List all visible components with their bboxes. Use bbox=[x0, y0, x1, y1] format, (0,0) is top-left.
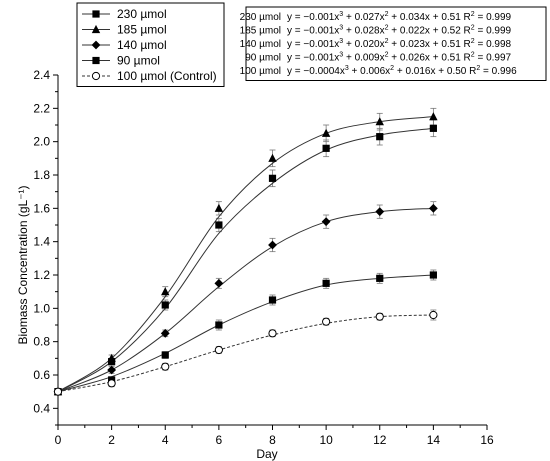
y-tick-label: 0.8 bbox=[33, 335, 50, 349]
equation-series-label: 185 µmol bbox=[240, 26, 281, 37]
x-tick-label: 10 bbox=[319, 433, 333, 447]
equations-box: 230 µmol y = −0.001x3 + 0.027x2 + 0.034x … bbox=[240, 6, 547, 81]
equation-text: y = −0.001x3 + 0.020x2 + 0.023x + 0.51 R… bbox=[287, 38, 512, 50]
y-tick-label: 1.4 bbox=[33, 235, 50, 249]
y-tick-label: 1.2 bbox=[33, 268, 50, 282]
legend-marker bbox=[91, 24, 101, 34]
data-point bbox=[376, 133, 384, 141]
data-point bbox=[214, 203, 224, 212]
y-tick-label: 1.6 bbox=[33, 201, 50, 215]
x-tick-label: 6 bbox=[216, 433, 223, 447]
x-tick-label: 0 bbox=[55, 433, 62, 447]
y-tick-label: 2.0 bbox=[33, 135, 50, 149]
data-point bbox=[215, 221, 223, 229]
series-line-4 bbox=[57, 274, 434, 393]
x-tick-label: 8 bbox=[269, 433, 276, 447]
series-line-1 bbox=[57, 127, 434, 393]
data-point bbox=[375, 207, 385, 217]
legend-label: 230 µmol bbox=[117, 7, 167, 21]
legend-marker bbox=[92, 10, 100, 18]
error-bars bbox=[55, 107, 437, 394]
data-point bbox=[214, 345, 223, 355]
data-point bbox=[322, 279, 330, 287]
x-tick-label: 4 bbox=[162, 433, 169, 447]
equation-text: y = −0.001x3 + 0.009x2 + 0.026x + 0.51 R… bbox=[287, 52, 512, 64]
legend-marker bbox=[92, 56, 100, 65]
data-points bbox=[53, 112, 438, 397]
equation-series-label: 100 µmol bbox=[240, 66, 281, 77]
x-axis-label: Day bbox=[256, 447, 277, 461]
data-point bbox=[429, 310, 438, 320]
x-tick-label: 12 bbox=[373, 433, 387, 447]
y-tick-label: 2.2 bbox=[33, 101, 50, 115]
data-point bbox=[268, 329, 277, 338]
equation-series-label: 90 µmol bbox=[245, 53, 281, 64]
legend-label: 140 µmol bbox=[117, 38, 167, 52]
equation-series-label: 140 µmol bbox=[240, 39, 281, 50]
series-line-5 bbox=[57, 314, 434, 393]
data-point bbox=[268, 240, 277, 250]
equation-series-label: 230 µmol bbox=[240, 12, 281, 23]
x-tick-label: 14 bbox=[427, 433, 441, 447]
data-point bbox=[107, 379, 116, 388]
y-tick-label: 0.6 bbox=[33, 368, 50, 382]
y-tick-label: 1.0 bbox=[33, 301, 50, 315]
data-point bbox=[321, 217, 331, 227]
data-point bbox=[268, 153, 277, 162]
legend-label: 90 µmol bbox=[117, 54, 160, 68]
data-point bbox=[322, 317, 331, 326]
ticks: 0 2 4 6 8 10 12 14 16 0.4 0.6 0.8 1.0 1.2 1.4 1.6 1.8 2.0… bbox=[33, 68, 494, 447]
data-point bbox=[376, 274, 384, 282]
equation-box bbox=[245, 6, 547, 81]
data-point bbox=[161, 301, 169, 309]
data-point bbox=[375, 312, 384, 321]
legend-marker bbox=[91, 71, 101, 81]
data-point bbox=[160, 328, 170, 338]
data-point bbox=[161, 287, 170, 296]
y-tick-label: 2.4 bbox=[33, 68, 50, 82]
legend-label: 100 µmol (Control) bbox=[117, 69, 217, 83]
data-point bbox=[375, 117, 384, 126]
legend-marker bbox=[91, 40, 101, 50]
data-point bbox=[215, 321, 223, 329]
data-point bbox=[53, 387, 63, 396]
legend-label: 185 µmol bbox=[117, 23, 167, 37]
data-point bbox=[429, 112, 438, 121]
data-point bbox=[268, 296, 277, 304]
x-tick-label: 16 bbox=[480, 433, 494, 447]
equation-text: y = −0.0004x3 + 0.006x2 + 0.016x + 0.50 … bbox=[287, 65, 517, 77]
series-line-3 bbox=[57, 207, 434, 393]
data-point bbox=[322, 144, 330, 152]
data-point bbox=[161, 351, 169, 359]
equation-text: y = −0.001x3 + 0.027x2 + 0.034x + 0.51 R… bbox=[287, 11, 512, 23]
data-point bbox=[161, 362, 170, 371]
y-tick-label: 1.8 bbox=[33, 168, 50, 182]
data-point bbox=[214, 278, 224, 288]
equation-text: y = −0.001x3 + 0.028x2 + 0.022x + 0.52 R… bbox=[287, 25, 512, 37]
data-point bbox=[321, 128, 331, 137]
data-point bbox=[429, 124, 437, 132]
data-point bbox=[268, 174, 277, 182]
data-point bbox=[428, 203, 438, 213]
y-axis-label: Biomass Concentration (gL⁻¹) bbox=[16, 185, 30, 344]
series-lines bbox=[57, 116, 434, 393]
y-tick-label: 0.4 bbox=[33, 401, 50, 415]
x-tick-label: 2 bbox=[108, 433, 115, 447]
data-point bbox=[107, 365, 117, 375]
data-point bbox=[429, 271, 437, 279]
data-point bbox=[107, 353, 116, 362]
series-line-2 bbox=[57, 116, 434, 393]
